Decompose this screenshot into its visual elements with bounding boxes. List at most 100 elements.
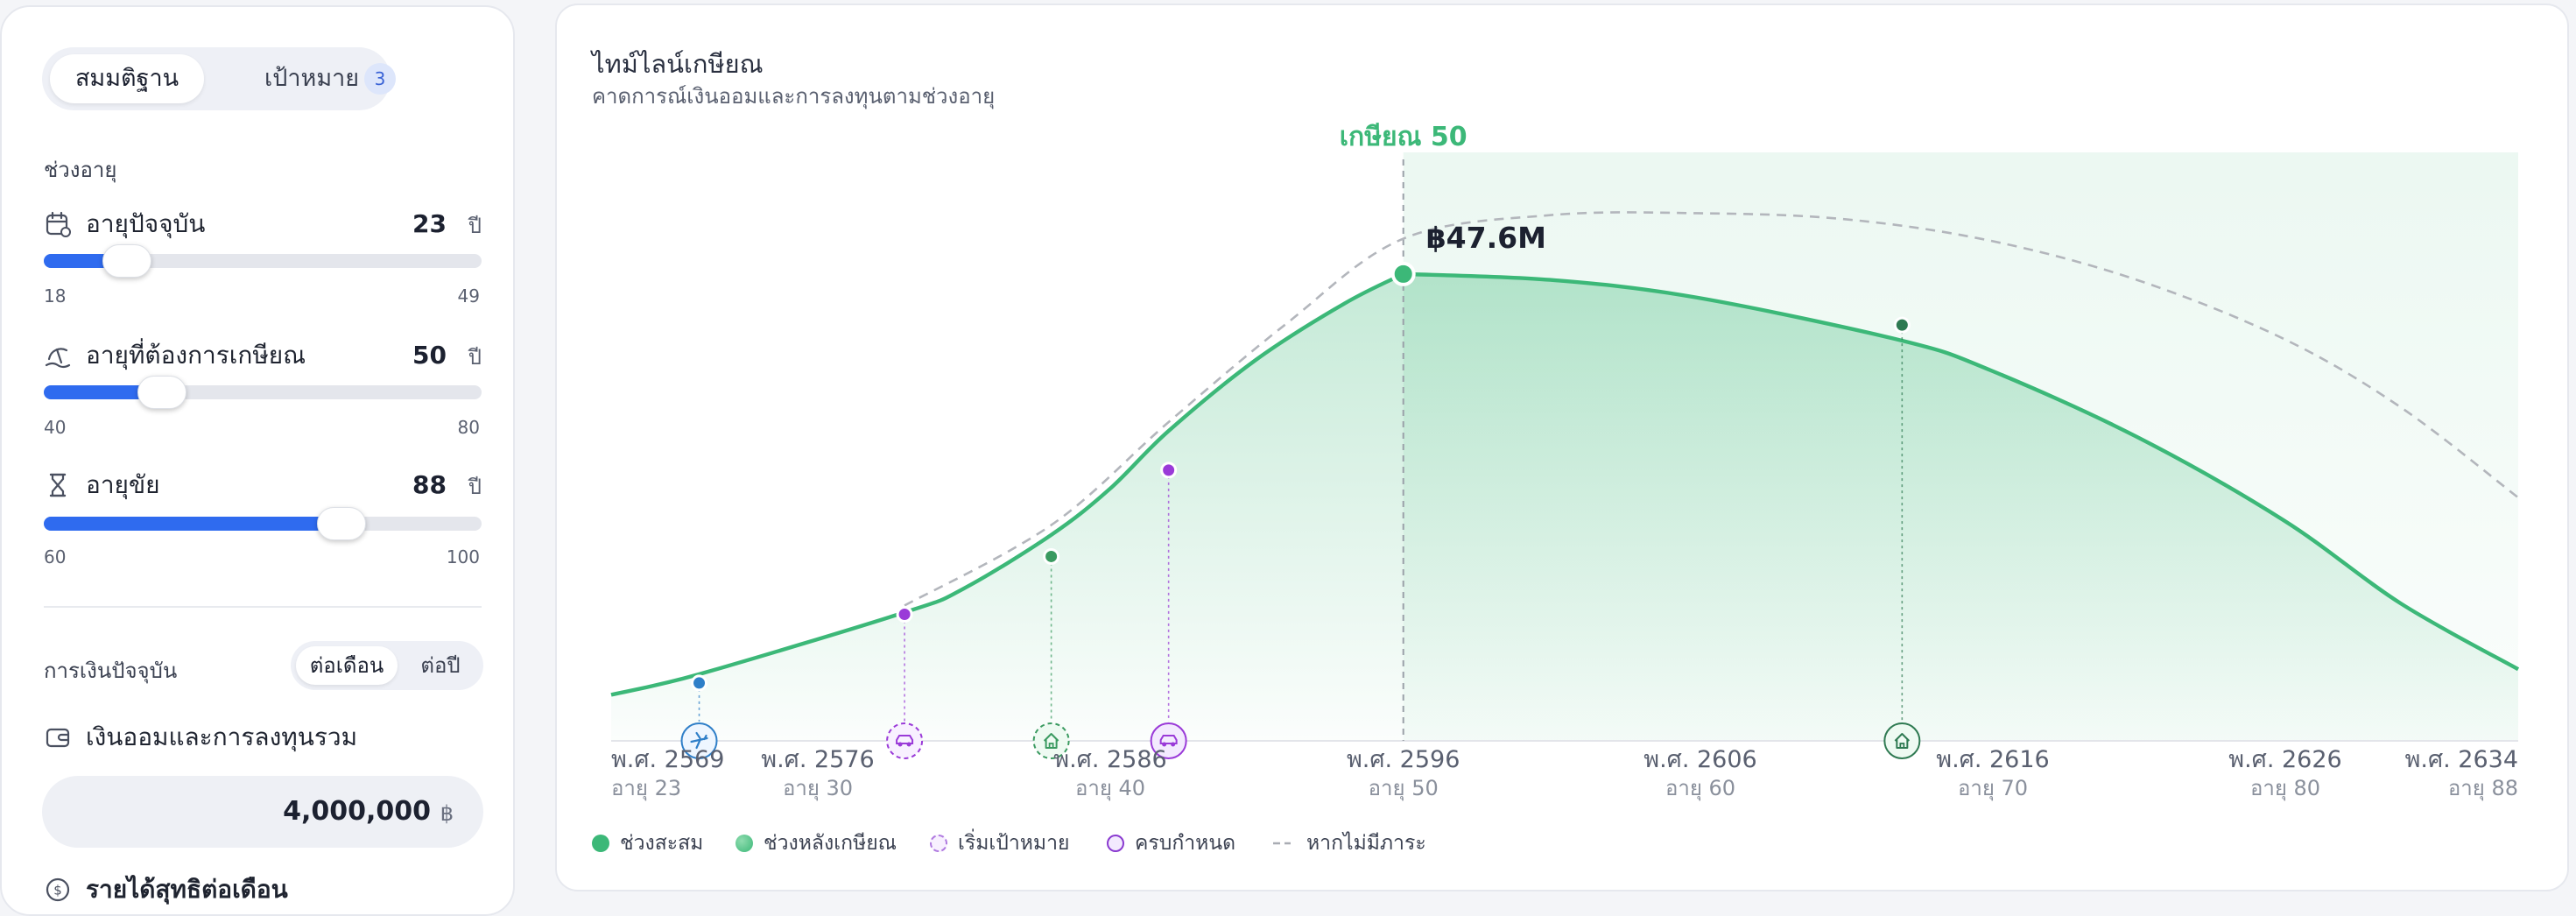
- goal-point: [691, 674, 708, 692]
- retire-age-slider-handle[interactable]: [137, 376, 187, 409]
- beach-icon: [45, 348, 71, 369]
- car-icon-glyph: [896, 735, 914, 747]
- legend-label-goal-start: เริ่มเป้าหมาย: [958, 832, 1070, 855]
- x-tick-age: อายุ 60: [1665, 776, 1735, 801]
- finance-section-label: การเงินปัจจุบัน: [44, 659, 178, 683]
- home-icon-glyph: [1043, 733, 1059, 749]
- current-age-max: 49: [457, 285, 480, 307]
- goal-point: [1043, 547, 1060, 565]
- home-icon: [1032, 722, 1070, 759]
- car-icon-glyph: [1159, 735, 1178, 747]
- chart-title: ไทม์ไลน์เกษียณ: [592, 49, 764, 79]
- retire-age-value: 50: [412, 341, 447, 370]
- legend-label-no-burden: หากไม่มีภาระ: [1306, 832, 1426, 855]
- x-tick-age: อายุ 80: [2250, 776, 2320, 801]
- timeline-panel: ไทม์ไลน์เกษียณ คาดการณ์เงินออมและการลงทุ…: [555, 4, 2569, 891]
- car-icon: [886, 722, 924, 759]
- retire-age-max: 80: [457, 417, 480, 438]
- life-age-row: อายุขัย 88 ปี: [44, 468, 482, 503]
- hourglass-icon: [49, 473, 67, 497]
- period-yearly-option[interactable]: ต่อปี: [420, 653, 461, 678]
- x-tick-age: อายุ 23: [611, 776, 681, 801]
- baht-unit: ฿: [440, 801, 454, 826]
- retire-age-row: อายุที่ต้องการเกษียณ 50 ปี: [44, 338, 482, 373]
- life-age-min: 60: [44, 546, 67, 567]
- savings-row: เงินออมและการลงทุนรวม: [44, 720, 482, 755]
- airplane-icon-glyph: [690, 731, 708, 750]
- x-tick-year: พ.ศ. 2616: [1936, 746, 2049, 773]
- life-age-value: 88: [412, 470, 447, 499]
- legend-label-retirement: ช่วงหลังเกษียณ: [764, 832, 897, 855]
- settings-panel: สมมติฐาน เป้าหมาย 3 ช่วงอายุ อายุปัจจุบั…: [0, 5, 515, 916]
- retire-age-slider[interactable]: [44, 376, 482, 409]
- retire-age-unit: ปี: [468, 345, 482, 370]
- accumulation-line: [610, 271, 1404, 697]
- x-tick-year: พ.ศ. 2576: [761, 746, 874, 773]
- goal-icon-badge: [1032, 722, 1070, 759]
- current-age-row: อายุปัจจุบัน 23 ปี: [44, 207, 482, 242]
- income-row: $ รายได้สุทธิต่อเดือน: [44, 872, 482, 907]
- goal-icon-badge: [886, 722, 924, 759]
- home-icon: [1883, 722, 1921, 759]
- life-age-unit: ปี: [468, 475, 482, 499]
- savings-input[interactable]: 4,000,000 ฿: [42, 776, 483, 848]
- savings-label: เงินออมและการลงทุนรวม: [86, 722, 358, 751]
- svg-text:$: $: [53, 883, 62, 898]
- goal-point: [1160, 462, 1178, 479]
- income-label: รายได้สุทธิต่อเดือน: [86, 875, 288, 904]
- legend-swatch-goal-start: [930, 835, 947, 852]
- period-toggle: ต่อเดือน ต่อปี: [291, 641, 483, 690]
- tab-goals[interactable]: เป้าหมาย: [222, 54, 380, 103]
- retirement-line: [1403, 271, 2520, 672]
- calendar-icon: [46, 211, 71, 237]
- x-tick-year: พ.ศ. 2586: [1053, 746, 1166, 773]
- section-divider: [44, 606, 482, 608]
- tab-goals-label: เป้าหมาย: [264, 65, 360, 92]
- current-age-min: 18: [44, 285, 67, 307]
- life-age-label: อายุขัย: [86, 470, 160, 499]
- dollar-coin-icon: $: [46, 877, 70, 902]
- savings-value: 4,000,000: [283, 796, 431, 827]
- goal-point: [896, 606, 913, 624]
- wallet-icon: [46, 728, 70, 748]
- peak-point: [1390, 261, 1416, 286]
- retirement-label: เกษียณ 50: [1340, 122, 1467, 152]
- life-age-slider[interactable]: [44, 507, 482, 540]
- age-section-label: ช่วงอายุ: [44, 158, 117, 182]
- car-icon: [1150, 722, 1187, 759]
- home-icon-glyph: [1894, 733, 1911, 749]
- current-age-value: 23: [412, 209, 447, 238]
- legend-swatch-accumulation: [592, 835, 609, 852]
- x-tick-age: อายุ 30: [783, 776, 853, 801]
- current-age-slider-handle[interactable]: [102, 244, 151, 278]
- goal-icon-badge: [1883, 722, 1921, 759]
- airplane-icon: [680, 722, 718, 759]
- life-age-max: 100: [446, 546, 480, 567]
- x-tick-age: อายุ 40: [1075, 776, 1145, 801]
- x-tick-year: พ.ศ. 2634: [2405, 746, 2518, 773]
- period-monthly-option[interactable]: ต่อเดือน: [296, 646, 398, 685]
- goals-count-badge: 3: [364, 63, 396, 95]
- retire-age-min: 40: [44, 417, 67, 438]
- chart-subtitle: คาดการณ์เงินออมและการลงทุนตามช่วงอายุ: [592, 84, 996, 109]
- goal-point: [1893, 316, 1911, 334]
- no-burden-line: [904, 211, 2519, 607]
- life-age-slider-handle[interactable]: [317, 507, 366, 540]
- retirement-timeline-chart: เกษียณ 50 ฿47.6M พ.ศ. 2569 อายุ 23 พ.ศ. 2576…: [610, 122, 2520, 801]
- x-tick-age: อายุ 70: [1958, 776, 2028, 801]
- legend-swatch-retirement: [735, 835, 753, 852]
- panel-tabs: สมมติฐาน เป้าหมาย 3: [42, 47, 396, 110]
- retirement-area: [1403, 273, 2518, 741]
- x-tick-age: อายุ 50: [1369, 776, 1439, 801]
- x-tick-year: พ.ศ. 2596: [1347, 746, 1460, 773]
- current-age-label: อายุปัจจุบัน: [86, 209, 206, 238]
- x-tick-year: พ.ศ. 2569: [611, 746, 724, 773]
- current-age-unit: ปี: [468, 214, 482, 238]
- accumulation-area: [611, 273, 1404, 741]
- retire-age-slider-fill: [44, 385, 162, 399]
- tab-assumptions[interactable]: สมมติฐาน: [50, 54, 204, 103]
- current-age-slider[interactable]: [44, 244, 482, 278]
- legend-swatch-no-burden: [1273, 842, 1291, 845]
- goal-icon-badge: [1150, 722, 1187, 759]
- legend-label-goal-due: ครบกำหนด: [1135, 832, 1235, 855]
